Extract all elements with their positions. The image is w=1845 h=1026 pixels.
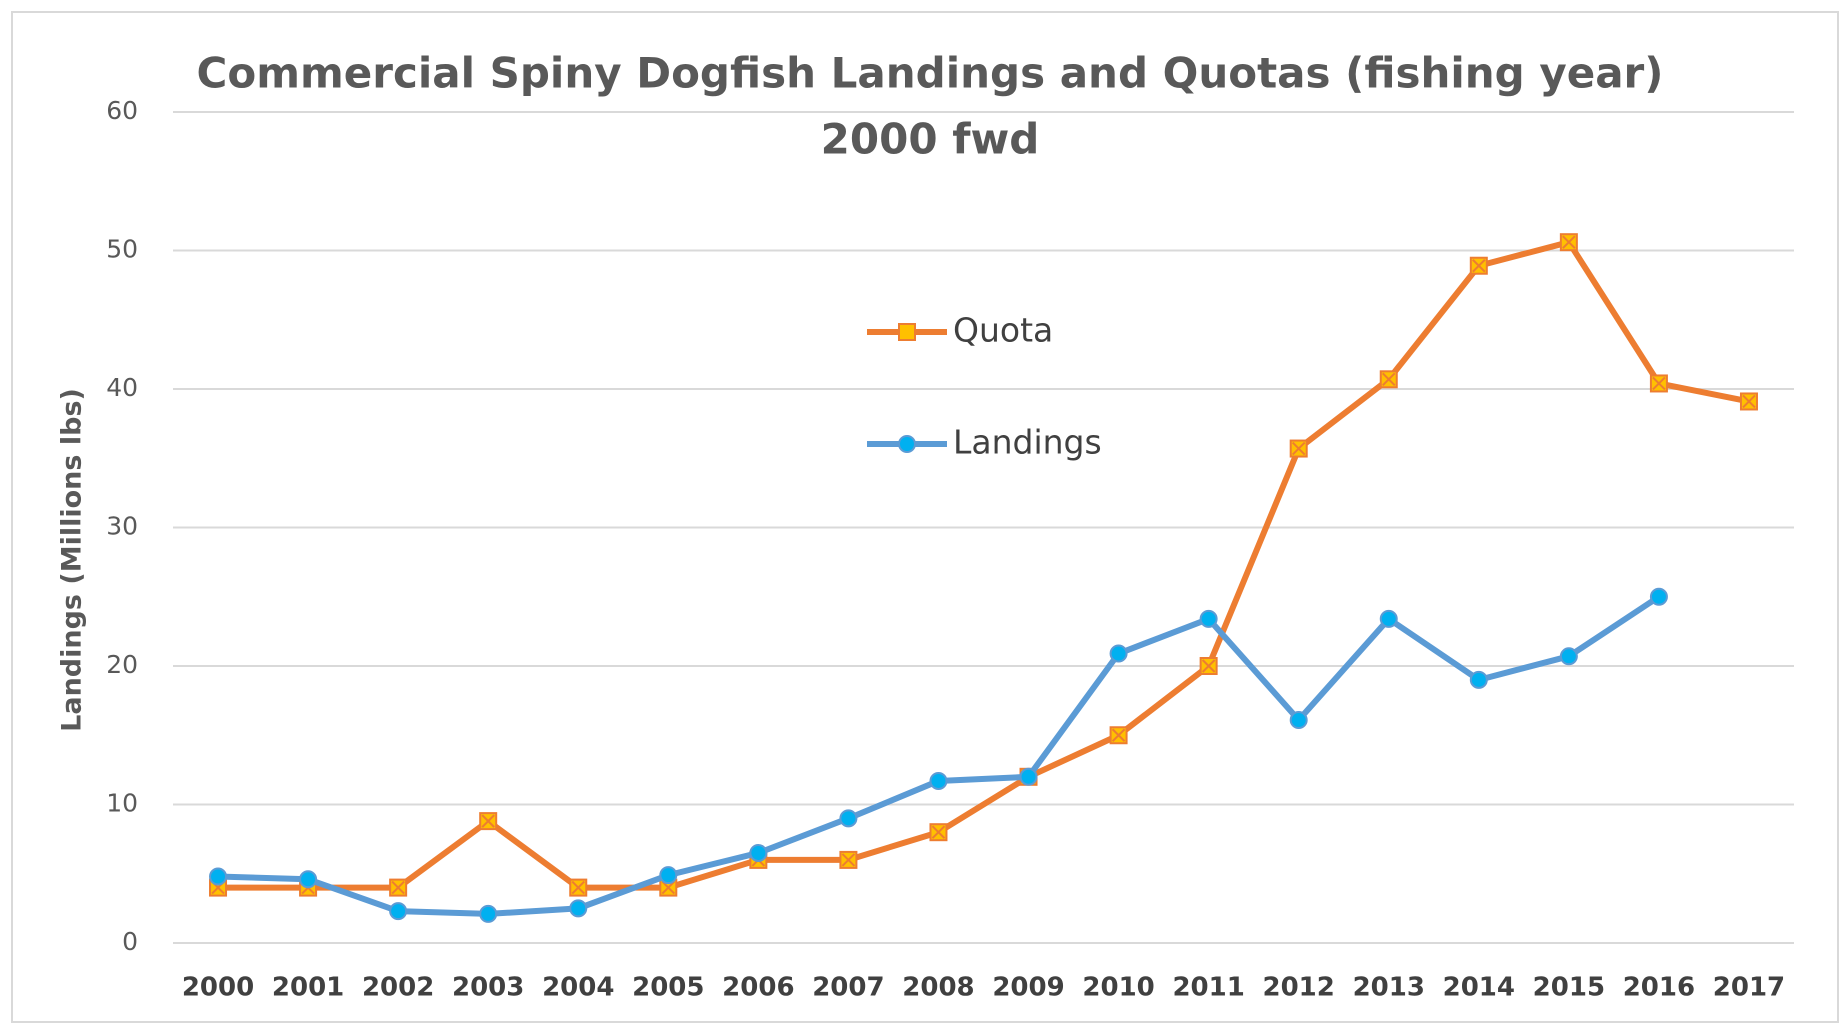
marker [929, 771, 948, 790]
legend-label: Quota [953, 311, 1053, 350]
marker-cross [571, 880, 585, 895]
x-tick-label: 2008 [902, 973, 974, 1003]
x-tick-label: 2013 [1353, 973, 1425, 1003]
series-line [218, 239, 1750, 891]
marker [1199, 657, 1218, 675]
x-tick-label: 2009 [992, 973, 1064, 1003]
x-tick-label: 2000 [182, 973, 254, 1003]
x-tick-label: 2004 [542, 973, 614, 1003]
y-tick-label: 20 [106, 650, 138, 679]
marker-cross [481, 814, 495, 828]
x-tick-label: 2010 [1082, 973, 1154, 1003]
marker [749, 843, 768, 862]
x-tick-label: 2014 [1443, 973, 1515, 1003]
marker [479, 812, 498, 831]
marker-cross [391, 880, 405, 895]
chart-subtitle: 2000 fwd [821, 115, 1040, 164]
y-tick-label: 40 [106, 373, 138, 402]
marker [209, 867, 228, 886]
marker-cross [931, 825, 946, 839]
y-tick-label: 10 [106, 789, 138, 818]
marker-cross [1472, 259, 1486, 273]
marker [1379, 370, 1398, 389]
marker [479, 904, 498, 923]
x-tick-label: 2003 [452, 973, 524, 1003]
marker-cross [1652, 376, 1666, 391]
y-tick-label: 50 [106, 235, 138, 264]
marker [389, 878, 408, 897]
x-tick-label: 2002 [362, 973, 434, 1003]
marker-cross [661, 880, 676, 895]
marker [569, 899, 588, 918]
marker [1559, 233, 1578, 252]
marker-cross [1291, 441, 1306, 456]
marker [1109, 644, 1128, 663]
marker [1649, 374, 1668, 393]
marker [929, 823, 948, 842]
marker [1379, 609, 1398, 628]
x-tick-label: 2001 [272, 973, 344, 1003]
marker-cross [1562, 235, 1576, 249]
marker [1739, 392, 1758, 411]
marker [1109, 726, 1128, 745]
series-line [217, 594, 1661, 917]
marker-cross [1201, 659, 1216, 673]
marker-cross [841, 853, 856, 867]
marker [1649, 587, 1668, 606]
chart-title: Commercial Spiny Dogfish Landings and Qu… [197, 49, 1664, 98]
marker [659, 866, 678, 885]
x-tick-label: 2016 [1623, 973, 1695, 1003]
y-axis-label: Landings (Millions lbs) [57, 388, 88, 732]
marker [389, 902, 408, 921]
marker [1289, 439, 1308, 458]
y-tick-label: 0 [122, 927, 138, 956]
marker-cross [1111, 728, 1126, 742]
legend-marker [898, 435, 916, 453]
y-tick-label: 30 [106, 512, 138, 541]
marker [299, 870, 318, 889]
marker-cross [1382, 372, 1396, 387]
legend-label: Landings [953, 423, 1102, 462]
marker [1469, 256, 1488, 275]
legend-marker [898, 323, 916, 341]
x-tick-label: 2015 [1533, 973, 1605, 1003]
chart-border [11, 11, 1839, 1023]
x-tick-label: 2011 [1172, 973, 1244, 1003]
marker-cross [1742, 394, 1756, 409]
x-tick-label: 2005 [632, 973, 704, 1003]
x-tick-label: 2012 [1263, 973, 1335, 1003]
marker [1469, 670, 1488, 689]
x-tick-label: 2007 [812, 973, 884, 1003]
x-tick-label: 2006 [722, 973, 794, 1003]
marker [1559, 647, 1578, 666]
y-tick-label: 60 [106, 96, 138, 125]
marker [659, 878, 678, 897]
marker [1199, 609, 1218, 628]
x-tick-label: 2017 [1713, 973, 1785, 1003]
marker [839, 809, 858, 828]
marker [1019, 767, 1038, 786]
marker [569, 878, 588, 897]
marker [839, 850, 858, 869]
marker [1289, 711, 1308, 730]
